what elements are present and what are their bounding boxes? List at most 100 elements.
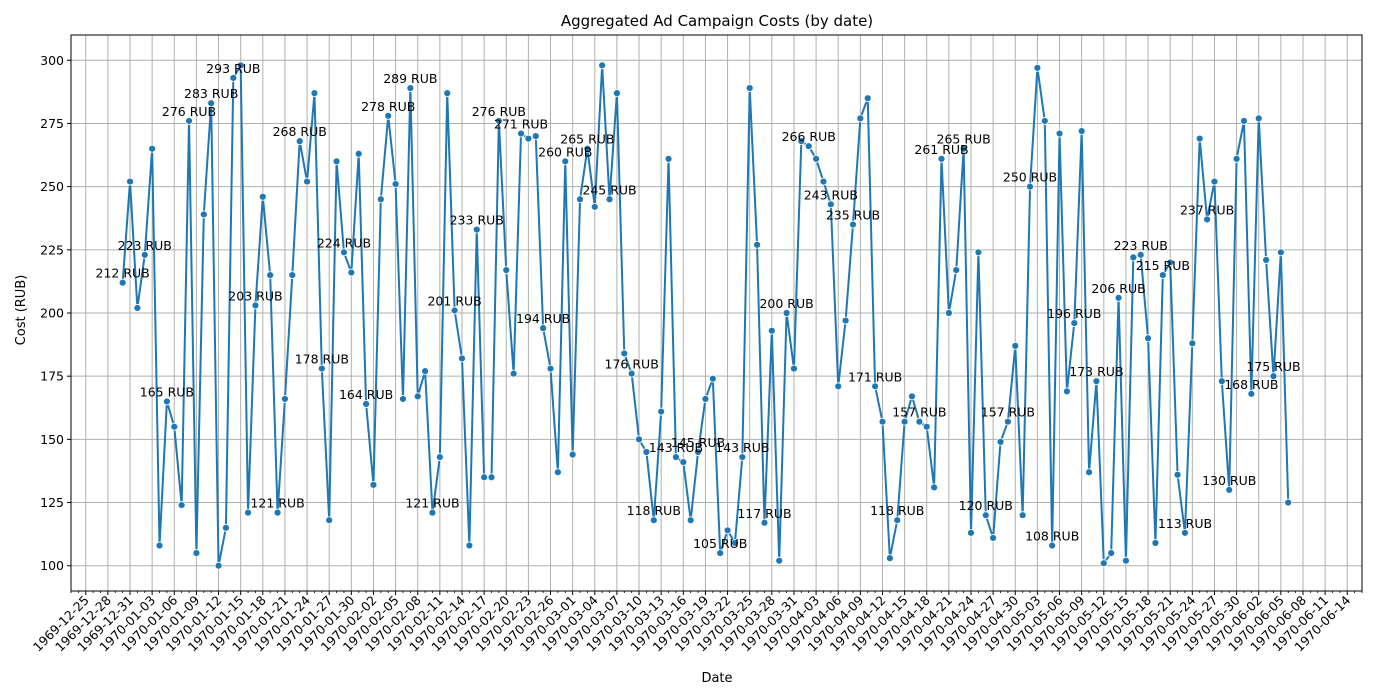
data-point — [251, 301, 260, 310]
data-point — [959, 144, 968, 153]
data-point — [1195, 134, 1204, 143]
data-point — [1240, 117, 1248, 125]
data-label: 143 RUB — [715, 440, 769, 455]
data-point — [863, 94, 872, 103]
data-point — [1107, 549, 1116, 557]
data-label: 265 RUB — [937, 132, 991, 147]
data-point — [775, 556, 784, 565]
data-point — [1284, 498, 1293, 507]
data-label: 200 RUB — [759, 296, 813, 311]
data-point — [989, 534, 998, 542]
data-point — [214, 561, 223, 570]
data-label: 165 RUB — [140, 384, 194, 399]
data-label: 276 RUB — [472, 104, 526, 119]
data-point — [679, 458, 688, 467]
data-label: 243 RUB — [804, 187, 858, 202]
data-label: 289 RUB — [383, 71, 437, 86]
data-point — [915, 417, 924, 426]
data-point — [406, 84, 415, 92]
data-point — [192, 549, 201, 557]
data-point — [1232, 154, 1241, 163]
data-point — [539, 324, 548, 333]
data-point — [310, 89, 319, 98]
annotation-layer: 212 RUB 223 RUB 165 RUB 276 RUB 283 RUB 293 R… — [96, 61, 1301, 551]
data-point — [841, 316, 850, 325]
grid — [71, 35, 1362, 591]
data-label: 245 RUB — [582, 182, 636, 197]
data-point — [731, 539, 739, 547]
data-point — [849, 220, 857, 229]
data-point — [362, 400, 370, 408]
data-point — [1040, 117, 1049, 125]
data-label: 278 RUB — [361, 99, 415, 114]
data-point — [443, 89, 452, 98]
data-point — [354, 149, 363, 158]
data-point — [133, 304, 142, 312]
data-point — [937, 154, 946, 163]
data-label: 121 RUB — [405, 496, 459, 511]
data-point — [236, 61, 245, 70]
data-point — [1173, 470, 1182, 479]
data-point — [1055, 129, 1064, 138]
data-label: 223 RUB — [1114, 238, 1168, 253]
data-point — [185, 117, 193, 125]
data-point — [244, 508, 252, 517]
data-point — [435, 453, 444, 461]
data-label: 130 RUB — [1202, 473, 1256, 488]
data-point — [1217, 377, 1226, 386]
data-point — [723, 526, 732, 535]
chart-title: Aggregated Ad Campaign Costs (by date) — [561, 12, 873, 30]
data-point — [450, 306, 459, 315]
data-label: 164 RUB — [339, 387, 393, 402]
data-point — [760, 518, 769, 527]
data-point — [708, 374, 717, 383]
data-point — [295, 137, 304, 146]
data-point — [517, 129, 525, 138]
data-point — [1269, 372, 1278, 381]
y-tick-label: 300 — [40, 53, 64, 68]
data-label: 173 RUB — [1069, 364, 1123, 379]
data-point — [524, 134, 533, 143]
data-point — [1070, 319, 1079, 328]
y-axis: 100 125 150 175 200 225 250 275 300 — [40, 53, 71, 573]
data-point — [1181, 528, 1189, 537]
data-point — [686, 516, 695, 525]
data-point — [1262, 256, 1270, 264]
data-label: 108 RUB — [1025, 529, 1079, 544]
data-point — [790, 364, 798, 373]
data-point — [716, 549, 725, 557]
data-point — [1276, 248, 1285, 257]
data-label: 206 RUB — [1091, 281, 1145, 296]
data-label: 215 RUB — [1136, 258, 1190, 273]
data-label: 113 RUB — [1158, 516, 1212, 531]
x-axis: 1969-12-251969-12-281969-12-311970-01-03… — [30, 591, 1363, 654]
data-point — [155, 541, 164, 550]
data-point — [944, 309, 953, 317]
data-point — [273, 508, 282, 517]
data-point — [583, 144, 592, 153]
data-point — [502, 266, 511, 274]
data-label: 176 RUB — [605, 357, 659, 372]
y-tick-label: 200 — [40, 306, 64, 321]
data-point — [1099, 559, 1108, 568]
data-label: 201 RUB — [427, 293, 481, 308]
data-point — [1004, 417, 1012, 426]
data-point — [576, 195, 584, 204]
data-point — [834, 382, 843, 391]
data-point — [1136, 250, 1145, 259]
data-label: 203 RUB — [228, 288, 282, 303]
data-point — [465, 541, 474, 550]
data-point — [664, 154, 673, 163]
data-point — [613, 89, 621, 98]
data-point — [590, 202, 599, 211]
data-point — [140, 250, 149, 259]
data-point — [325, 516, 334, 525]
data-point — [199, 210, 208, 219]
data-label: 260 RUB — [538, 144, 592, 159]
data-point — [1247, 389, 1256, 398]
data-point — [871, 382, 880, 391]
data-point — [745, 84, 754, 92]
y-tick-label: 225 — [40, 242, 64, 257]
data-point — [657, 407, 666, 416]
data-point — [1144, 334, 1152, 343]
